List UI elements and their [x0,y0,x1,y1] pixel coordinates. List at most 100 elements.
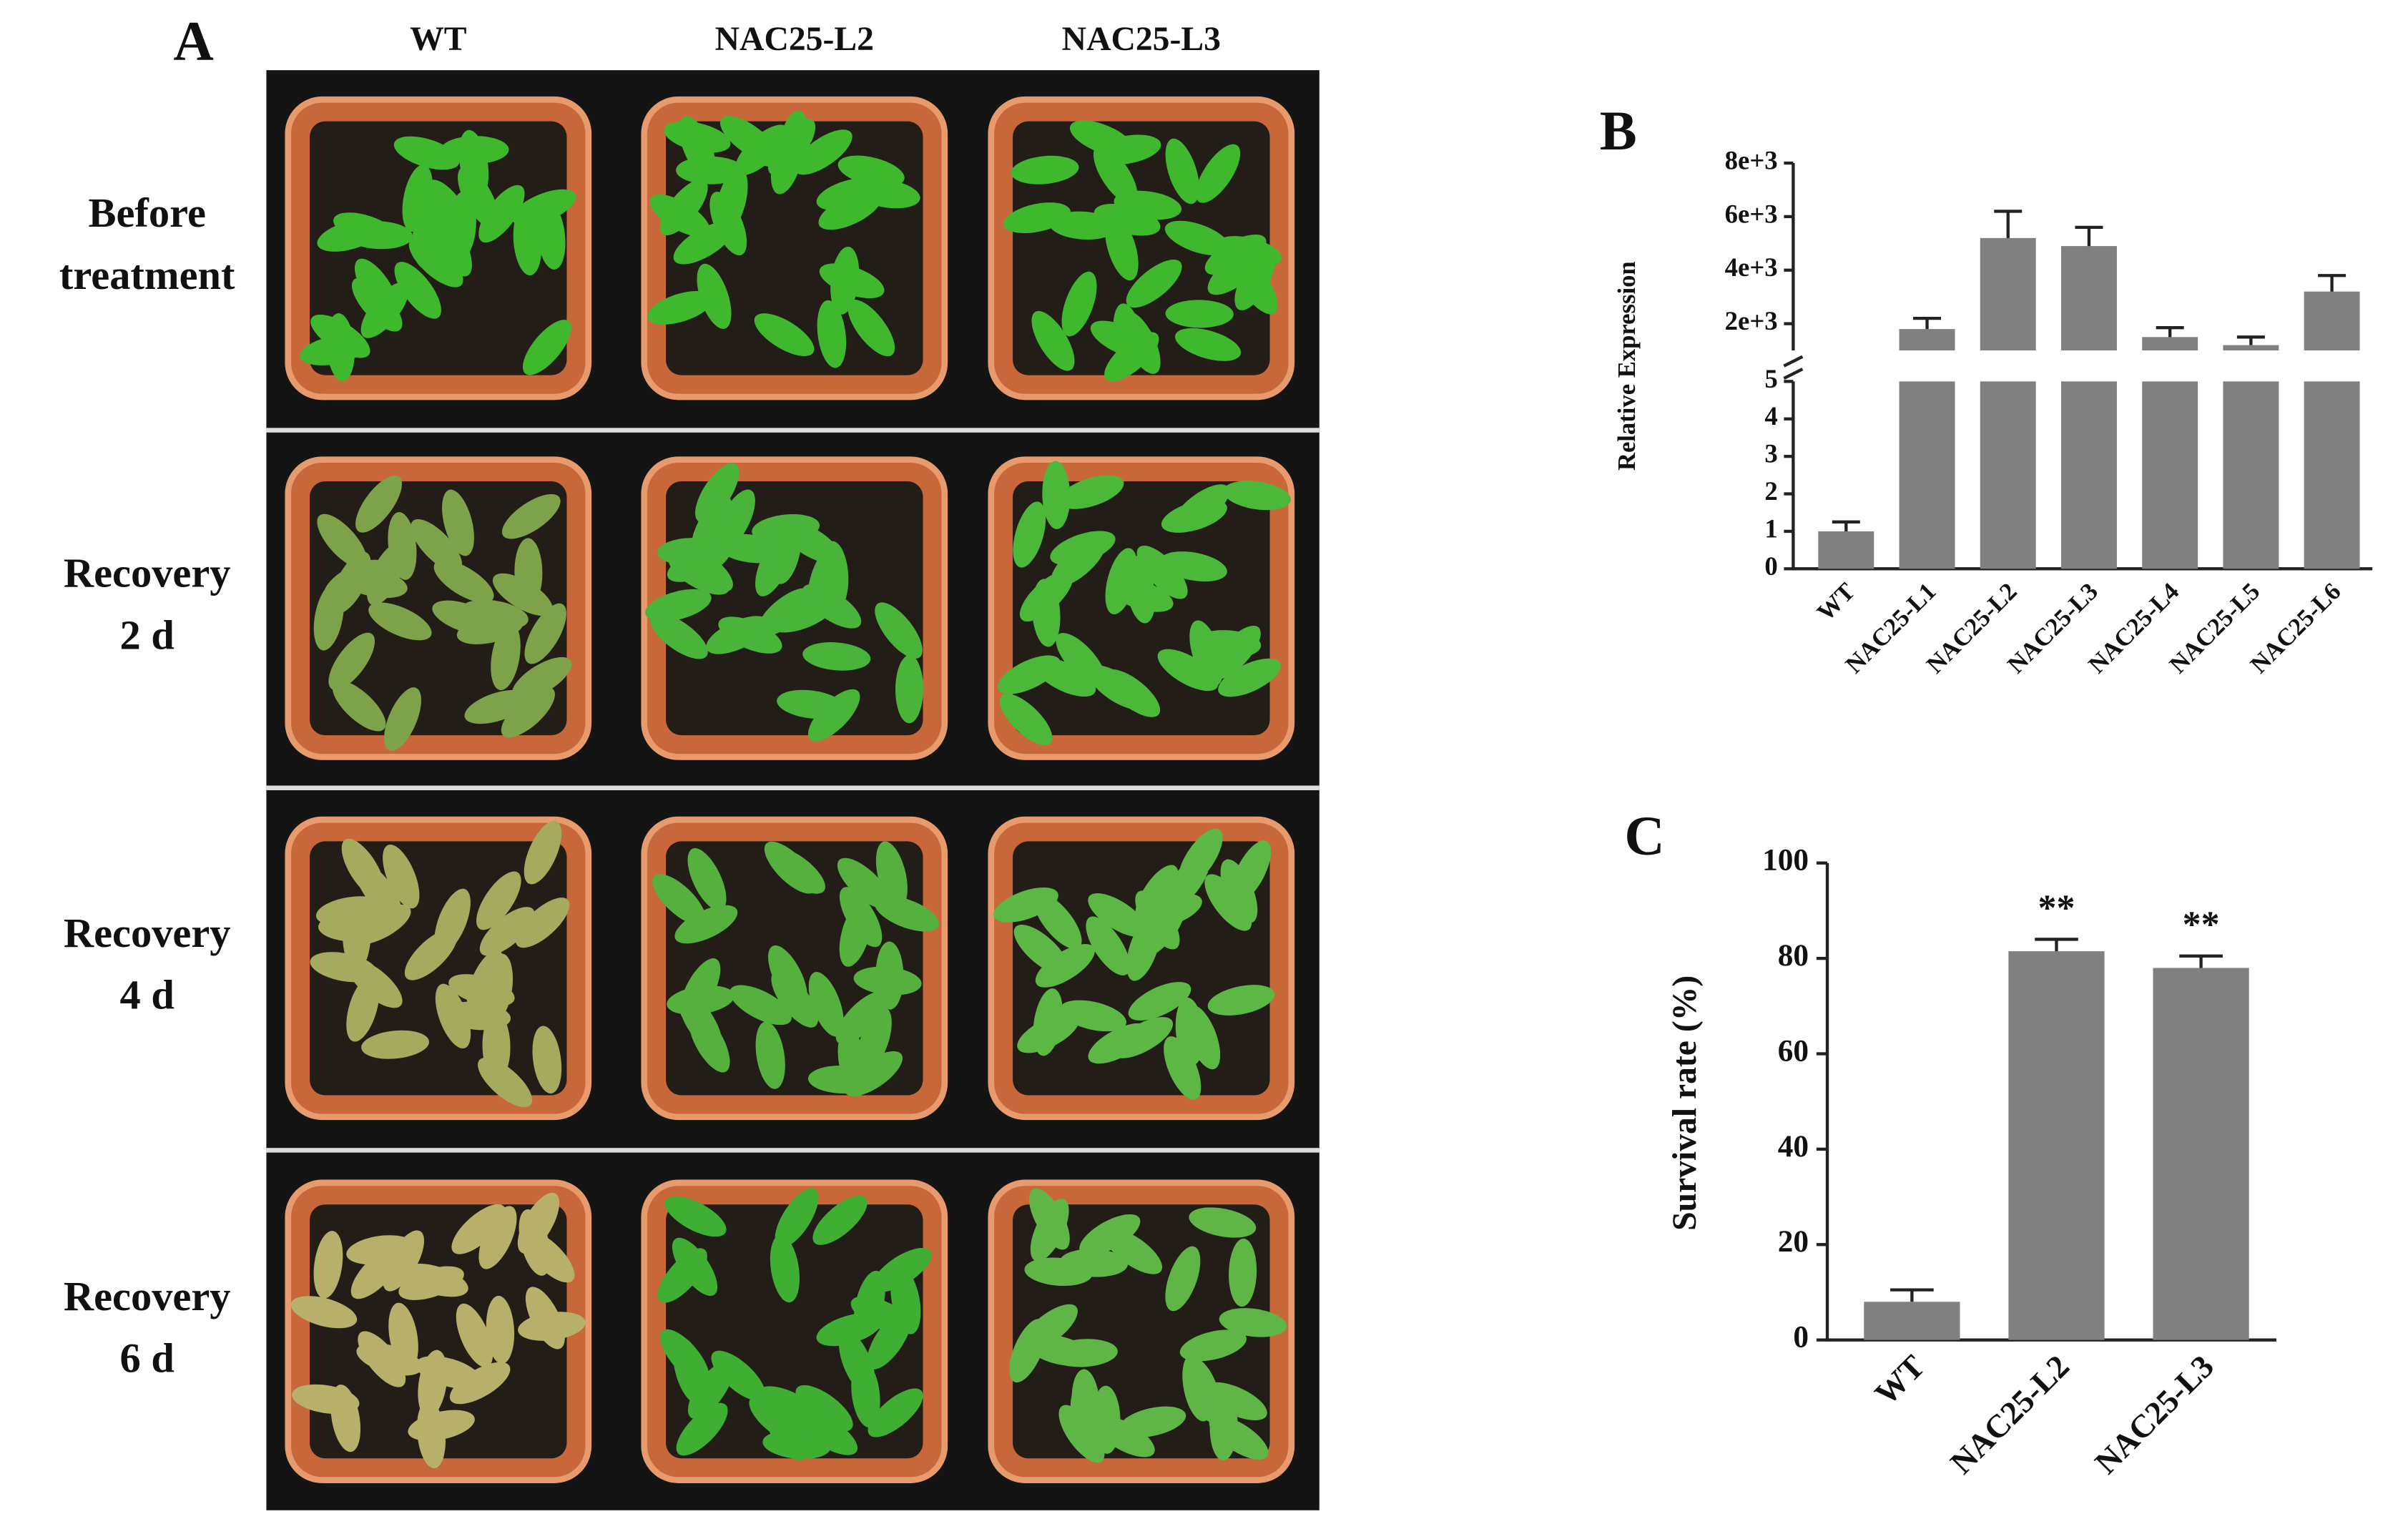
leaf [664,1196,727,1237]
y-tick-label: 60 [1778,1033,1809,1068]
leaf [333,212,399,247]
error-bar [2035,938,2078,952]
leaf [1030,1199,1069,1262]
bar [2008,951,2105,1340]
leaf [1218,658,1282,697]
leaf [1219,1308,1287,1337]
error-bar [2318,274,2346,292]
leaf [519,1209,551,1276]
leaf [328,632,375,690]
leaf [486,1295,515,1365]
row-label: 2 d [120,611,175,658]
leaf [418,1349,448,1418]
leaf [689,1011,730,1073]
row-label: 6 d [120,1334,175,1381]
leaf [1069,120,1134,157]
leaf [676,545,733,592]
column-label: NAC25-L2 [715,21,874,58]
bar-upper [1899,329,1955,351]
leaf [317,513,368,569]
leaf [1011,155,1079,185]
leaf [326,313,355,382]
panel-label: B [1600,100,1637,162]
leaf [729,985,792,1026]
x-tick-label: WT [1867,1348,1932,1412]
y-tick-label: 8e+3 [1725,145,1778,174]
leaf [1105,548,1138,615]
error-bar [2075,225,2103,247]
leaf [346,1235,414,1265]
leaf [812,1195,868,1245]
leaf [768,945,807,1008]
leaf [895,655,923,724]
leaf [332,680,386,732]
leaf [649,194,710,237]
leaf [1164,220,1230,256]
bar [1864,1302,1960,1340]
bar-upper [2223,345,2279,351]
leaf [449,1362,511,1405]
y-tick-label: 80 [1778,938,1809,973]
leaf [367,542,406,606]
leaf [1035,943,1095,988]
leaf [647,290,713,325]
leaf [1223,481,1291,511]
leaf [313,1231,343,1299]
leaf [763,1401,807,1461]
bar-upper [2142,337,2198,351]
separator [266,1148,1320,1153]
leaf [442,489,474,556]
bar-lower [2223,381,2279,569]
leaf [518,1312,586,1341]
row-label: Recovery [64,550,231,596]
leaf [383,845,420,909]
leaf [795,1385,853,1432]
leaf [1157,649,1219,692]
y-tick-label: 2e+3 [1725,306,1778,335]
leaf [687,847,727,911]
leaf [456,1303,493,1367]
leaf [478,1206,517,1269]
leaf [1042,461,1071,529]
leaf [412,200,441,268]
leaf [802,642,871,671]
error-bar [1832,520,1860,531]
bar-lower [2142,381,2198,569]
leaf [818,191,882,230]
leaf [874,895,939,932]
y-axis-label: Relative Expression [1613,261,1641,471]
leaf [1192,630,1262,659]
leaf [360,282,409,338]
leaf [652,874,706,925]
leaf [1031,310,1075,371]
leaf [794,129,852,175]
leaf [479,907,535,956]
leaf [706,616,770,654]
leaf [830,246,860,315]
leaf [839,1330,875,1395]
leaf [1175,328,1242,361]
y-tick-label: 40 [1778,1129,1809,1164]
leaf [837,155,905,187]
leaf [522,320,571,375]
leaf [868,1388,923,1437]
leaf [1179,1329,1247,1362]
leaf [674,905,738,944]
leaf [1088,893,1148,938]
leaf [650,613,708,659]
leaf [1024,1257,1093,1287]
bar [2153,968,2249,1340]
error-bar [2236,335,2265,345]
leaf [1126,259,1182,308]
leaf [853,966,922,995]
y-tick-label: 3 [1764,439,1777,468]
leaf [1165,300,1234,328]
leaf [808,972,844,1037]
significance: ** [2038,888,2075,928]
y-tick-label: 5 [1764,364,1777,393]
leaf [324,559,386,601]
leaf [1175,997,1204,1066]
row-label: Recovery [64,1273,231,1319]
leaf [388,1302,418,1370]
leaf [1032,579,1061,647]
